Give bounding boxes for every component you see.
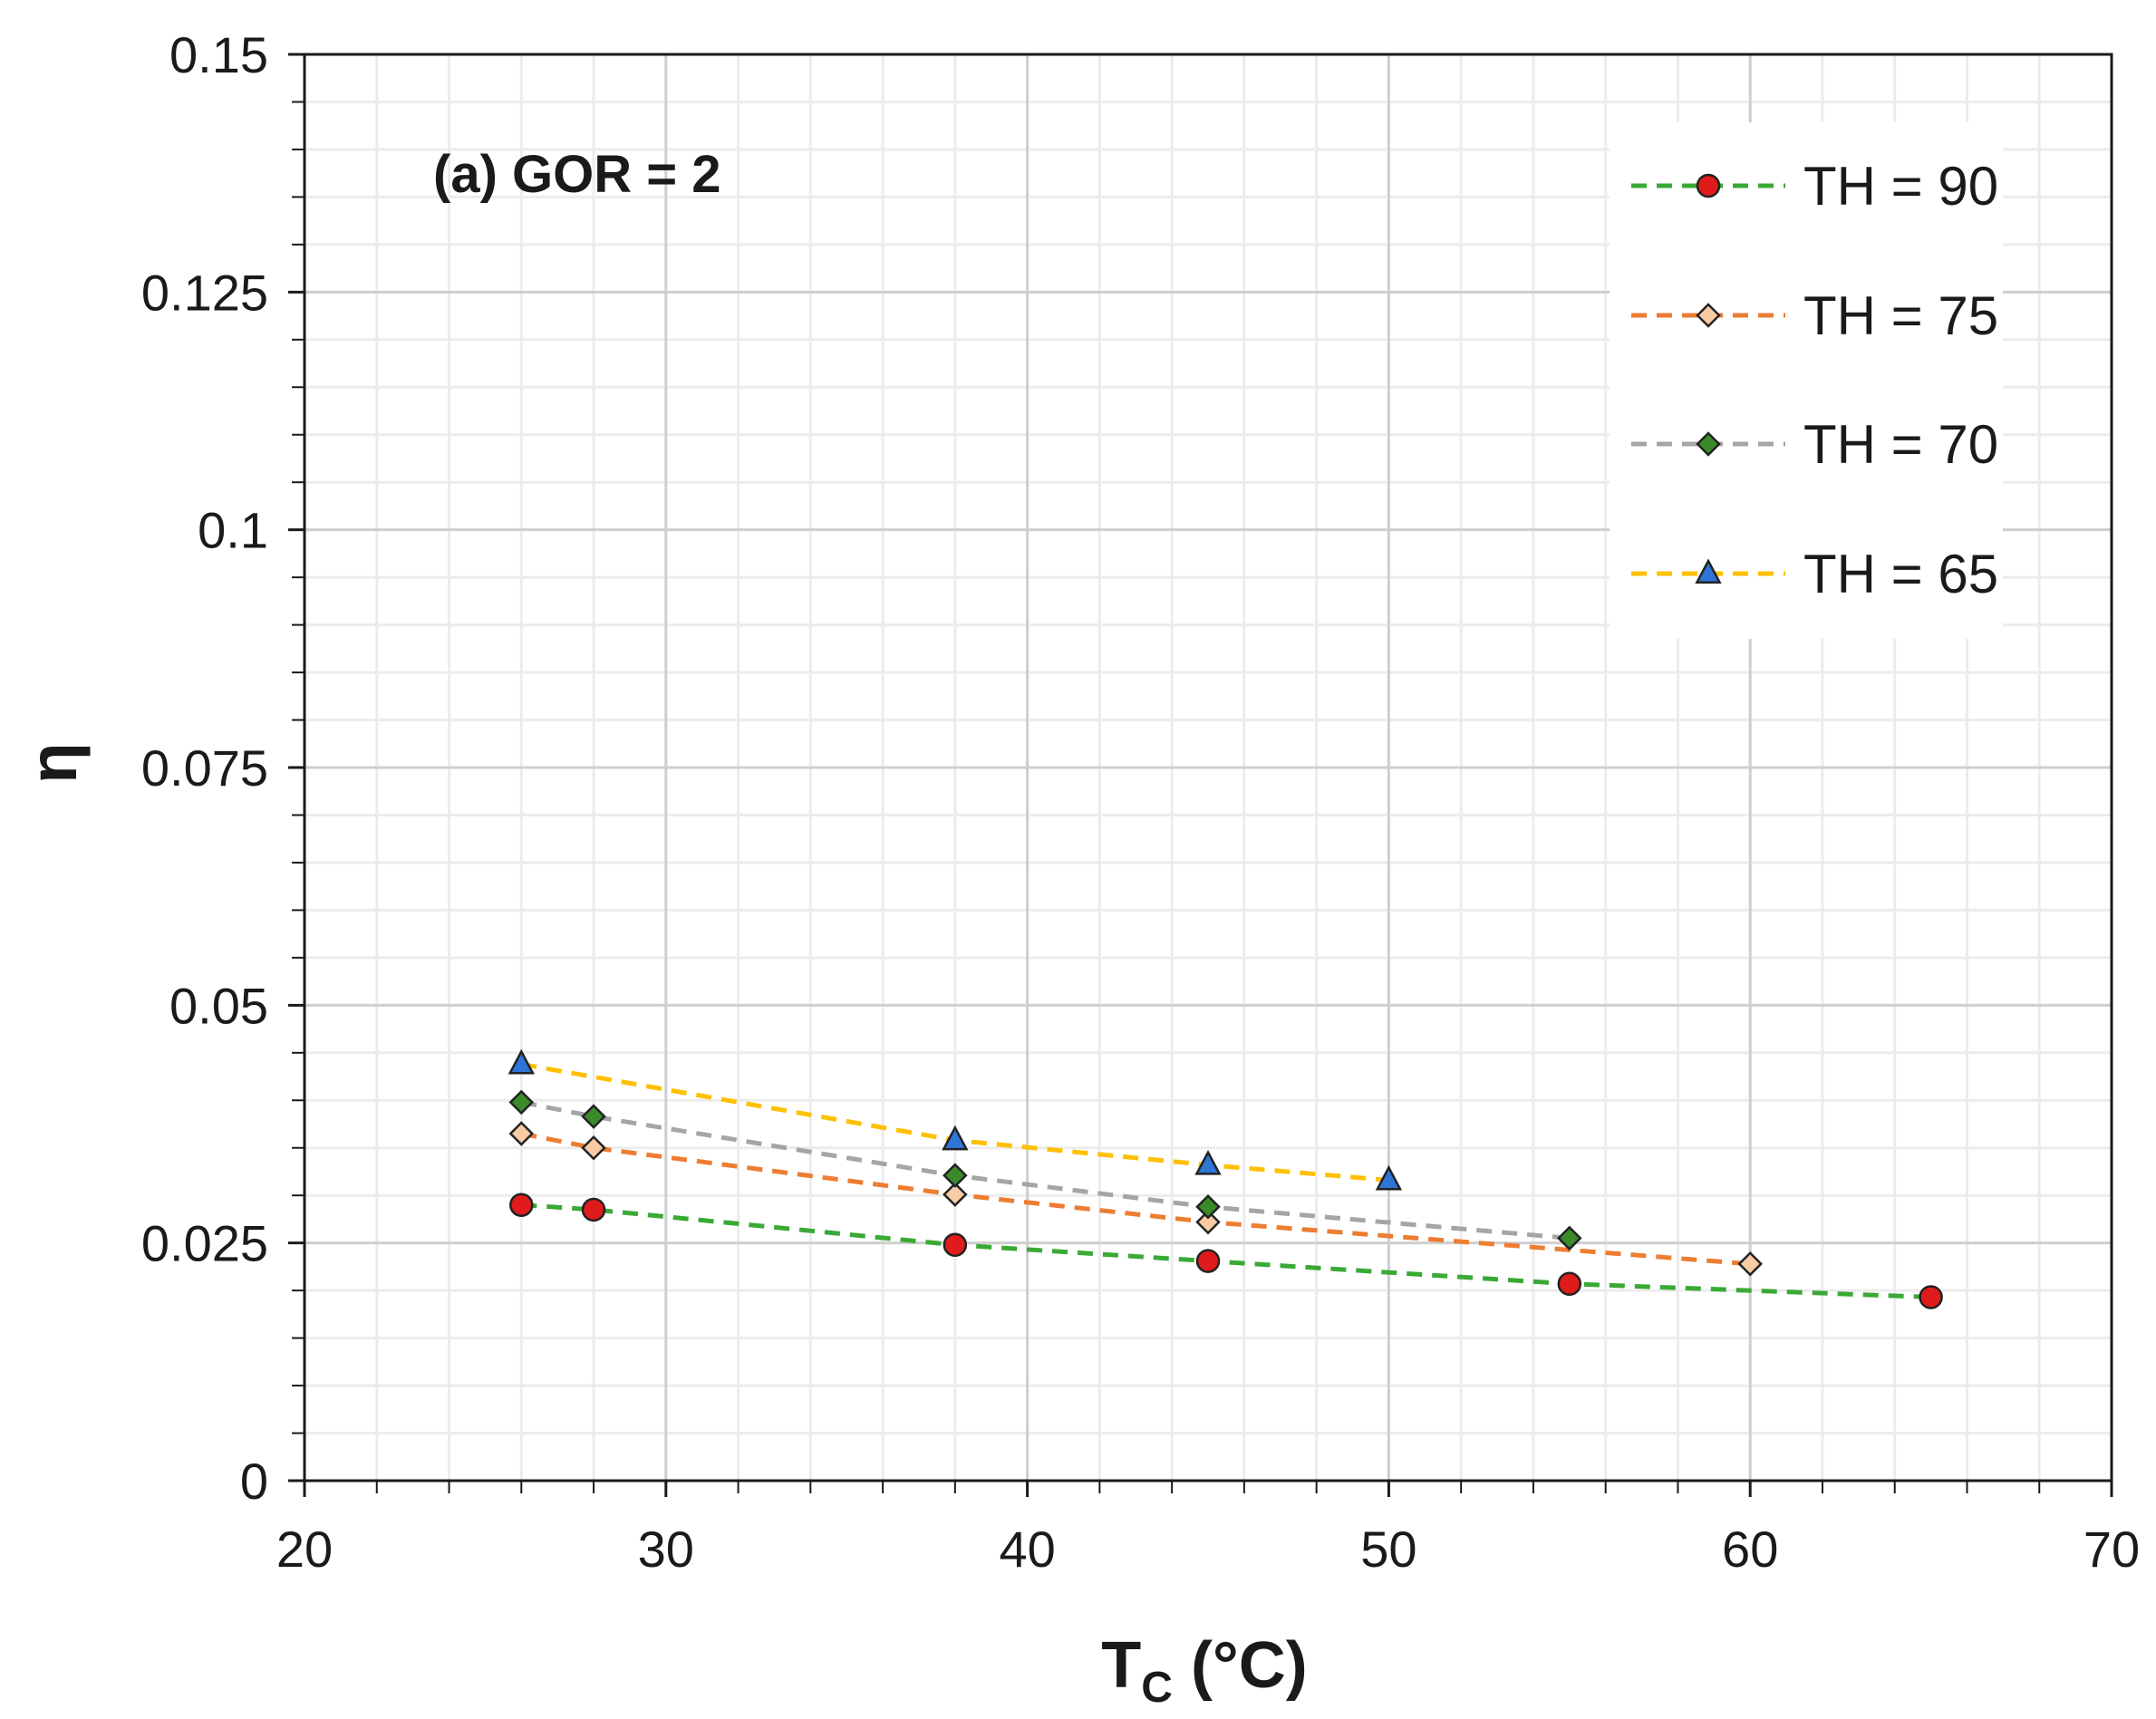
data-point-th-90 <box>943 1232 968 1258</box>
series-markers <box>508 1048 1943 1309</box>
plot-area-border <box>303 53 2113 1482</box>
legend-label-th-75: TH = 75 <box>1803 285 1998 346</box>
panel-annotation: (a) GOR = 2 <box>433 145 720 204</box>
x-tick-label: 40 <box>999 1521 1055 1578</box>
data-point-th-75 <box>943 1182 968 1207</box>
x-axis-title-main: T <box>1101 1629 1141 1702</box>
legend-label-th-70: TH = 70 <box>1803 414 1998 475</box>
data-point-th-90 <box>1195 1249 1221 1273</box>
data-point-th-75 <box>1737 1251 1763 1277</box>
x-tick-label: 60 <box>1722 1521 1778 1578</box>
data-point-th-75 <box>1195 1209 1221 1235</box>
data-point-th-90 <box>1919 1285 1943 1309</box>
legend-marker-th-65 <box>1695 558 1722 584</box>
y-tick-label: 0.025 <box>141 1215 268 1272</box>
legend-box <box>1610 122 2003 639</box>
y-axis-title: η <box>15 742 91 783</box>
series-line-th-65 <box>520 1061 1389 1183</box>
data-point-th-70 <box>508 1089 535 1115</box>
data-point-th-65 <box>1194 1149 1222 1175</box>
legend-marker-th-90 <box>1696 173 1721 198</box>
x-tick-label: 20 <box>276 1521 333 1578</box>
legend-marker-th-70 <box>1696 431 1721 457</box>
x-axis-title-subscript: C <box>1141 1664 1173 1712</box>
data-point-th-70 <box>581 1104 606 1129</box>
x-axis-title: TC (°C) <box>1101 1629 1307 1712</box>
legend-label-th-90: TH = 90 <box>1803 156 1998 217</box>
data-point-th-75 <box>508 1121 535 1146</box>
y-tick-label: 0.1 <box>198 502 268 559</box>
tick-labels: 20 30 40 50 60 70 0 0.025 0.05 0.075 0.1 0.125 0.15 <box>141 26 2140 1578</box>
y-tick-label: 0.05 <box>169 977 268 1034</box>
data-point-th-70 <box>943 1163 968 1188</box>
legend-marker-th-75 <box>1696 303 1721 328</box>
data-point-th-90 <box>1557 1271 1582 1297</box>
y-tick-label: 0 <box>240 1453 268 1510</box>
y-tick-label: 0.075 <box>141 739 268 797</box>
x-tick-label: 30 <box>638 1521 694 1578</box>
data-point-th-65 <box>508 1048 535 1075</box>
data-point-th-70 <box>1557 1225 1582 1251</box>
data-point-th-90 <box>509 1193 534 1217</box>
data-point-th-65 <box>942 1125 969 1151</box>
axis-ticks <box>288 53 2113 1497</box>
legend-label-th-65: TH = 65 <box>1803 544 1998 604</box>
y-tick-label: 0.125 <box>141 264 268 321</box>
legend: TH = 90 TH = 75 TH = 70 TH = 65 <box>1610 122 2003 639</box>
data-point-th-90 <box>581 1197 606 1222</box>
x-tick-label: 70 <box>2083 1521 2140 1578</box>
data-point-th-75 <box>581 1135 606 1161</box>
x-axis-title-unit: (°C) <box>1173 1629 1308 1702</box>
series-line-th-90 <box>521 1202 1931 1299</box>
y-tick-label: 0.15 <box>169 26 268 83</box>
x-tick-label: 50 <box>1360 1521 1416 1578</box>
data-point-th-70 <box>1195 1194 1221 1220</box>
data-point-th-65 <box>1375 1164 1403 1191</box>
